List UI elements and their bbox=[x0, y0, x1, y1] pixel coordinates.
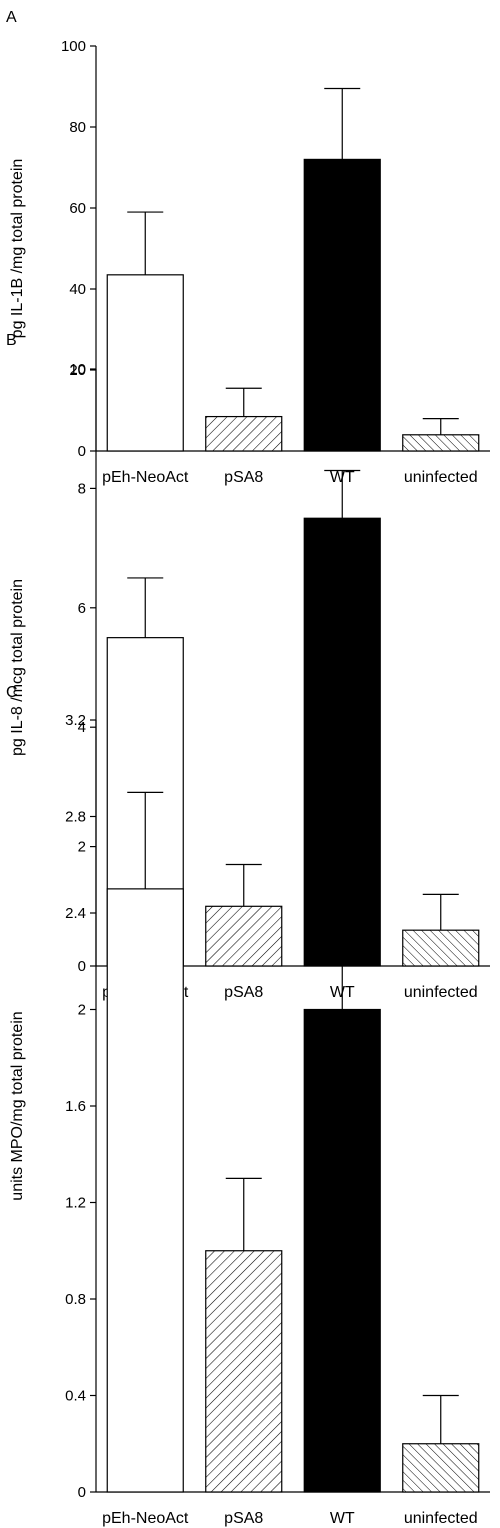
x-category-label: pEh-NeoAct bbox=[102, 1510, 189, 1527]
bar-wt bbox=[303, 1008, 381, 1493]
y-tick-label: 20 bbox=[69, 362, 86, 379]
panel-letter: B bbox=[6, 332, 17, 349]
y-tick-label: 6 bbox=[78, 600, 86, 617]
y-tick-label: 0 bbox=[78, 443, 86, 460]
y-tick-label: 2.8 bbox=[65, 809, 86, 826]
x-category-label: WT bbox=[330, 1510, 355, 1527]
y-tick-label: 2 bbox=[78, 839, 86, 856]
x-category-label: uninfected bbox=[404, 469, 478, 486]
chart-panel-c: C 0 0.4 0.8 1.2 1.6 2 2.4 2.8 3.2 units MPO/mg tot… bbox=[6, 684, 490, 1527]
x-category-label: uninfected bbox=[404, 984, 478, 1001]
bar-psa8 bbox=[205, 905, 283, 967]
bar-psa8 bbox=[205, 1250, 283, 1493]
y-tick-label: 3.2 bbox=[65, 712, 86, 729]
y-tick-label: 60 bbox=[69, 200, 86, 217]
bar-uninfected bbox=[402, 1443, 480, 1493]
x-category-label: pSA8 bbox=[224, 984, 263, 1001]
chart-panel-a: A 0 20 40 60 80 100 pg IL-1B /mg total protein p… bbox=[6, 9, 490, 486]
bar-wt bbox=[303, 517, 381, 967]
y-axis-label: pg IL-8 /mcg total protein bbox=[9, 579, 26, 756]
panel-letter: A bbox=[6, 9, 17, 26]
bar-uninfected bbox=[402, 929, 480, 967]
y-tick-label: 100 bbox=[61, 38, 86, 55]
y-tick-label: 10 bbox=[69, 361, 86, 378]
bar-peh-neoact bbox=[106, 274, 184, 452]
y-tick-label: 8 bbox=[78, 480, 86, 497]
y-tick-label: 2.4 bbox=[65, 905, 86, 922]
bar-wt bbox=[303, 158, 381, 452]
x-category-label: uninfected bbox=[404, 1510, 478, 1527]
x-category-label: pSA8 bbox=[224, 1510, 263, 1527]
x-category-label: pEh-NeoAct bbox=[102, 469, 189, 486]
bar-peh-neoact bbox=[106, 888, 184, 1493]
panel-letter: C bbox=[6, 684, 18, 701]
y-tick-label: 4 bbox=[78, 719, 86, 736]
y-tick-label: 1.6 bbox=[65, 1098, 86, 1115]
y-axis-label: units MPO/mg total protein bbox=[9, 1011, 26, 1200]
y-tick-label: 0 bbox=[78, 958, 86, 975]
y-axis-label: pg IL-1B /mg total protein bbox=[9, 159, 26, 339]
bar-uninfected bbox=[402, 434, 480, 452]
bar-psa8 bbox=[205, 415, 283, 452]
y-tick-label: 80 bbox=[69, 119, 86, 136]
x-category-label: pSA8 bbox=[224, 469, 263, 486]
y-tick-label: 0 bbox=[78, 1484, 86, 1501]
y-tick-label: 40 bbox=[69, 281, 86, 298]
y-tick-label: 0.8 bbox=[65, 1291, 86, 1308]
y-tick-label: 1.2 bbox=[65, 1195, 86, 1212]
y-tick-label: 0.4 bbox=[65, 1388, 86, 1405]
y-tick-label: 2 bbox=[78, 1002, 86, 1019]
